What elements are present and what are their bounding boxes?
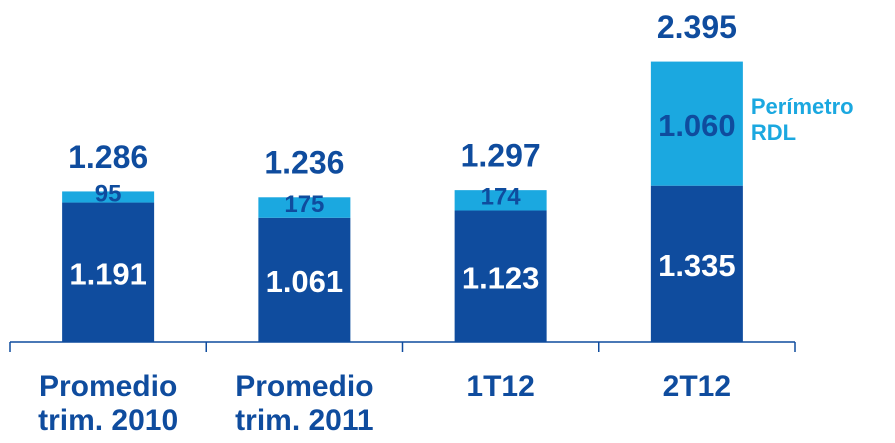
x-tick-label: 2T12 [662, 370, 732, 403]
total-label: 1.297 [461, 138, 541, 174]
bar-segment [62, 191, 155, 203]
bar-segment [62, 202, 155, 342]
value-label: 1.060 [658, 108, 736, 143]
value-label: 174 [481, 184, 522, 211]
bar-segment [454, 210, 547, 342]
value-label: 95 [95, 180, 122, 207]
bar-segment [258, 217, 351, 342]
total-label: 1.236 [264, 145, 344, 181]
value-label: 1.123 [462, 260, 540, 295]
bar-segment [258, 197, 351, 218]
total-label: 2.395 [657, 9, 737, 45]
value-label: 1.335 [658, 248, 736, 283]
value-label: 1.061 [266, 264, 344, 299]
bar-segment [650, 61, 743, 186]
total-label: 1.286 [68, 139, 148, 175]
legend-label: Perímetro RDL [750, 93, 854, 145]
bar-segment [650, 185, 743, 342]
value-label: 175 [284, 191, 324, 218]
x-tick-label: 1T12 [466, 370, 535, 403]
x-tick-label: Promedio trim. 2011 [235, 370, 374, 437]
value-label: 1.191 [69, 256, 147, 291]
bar-segment [454, 190, 547, 211]
x-tick-label: Promedio trim. 2010 [38, 370, 179, 437]
